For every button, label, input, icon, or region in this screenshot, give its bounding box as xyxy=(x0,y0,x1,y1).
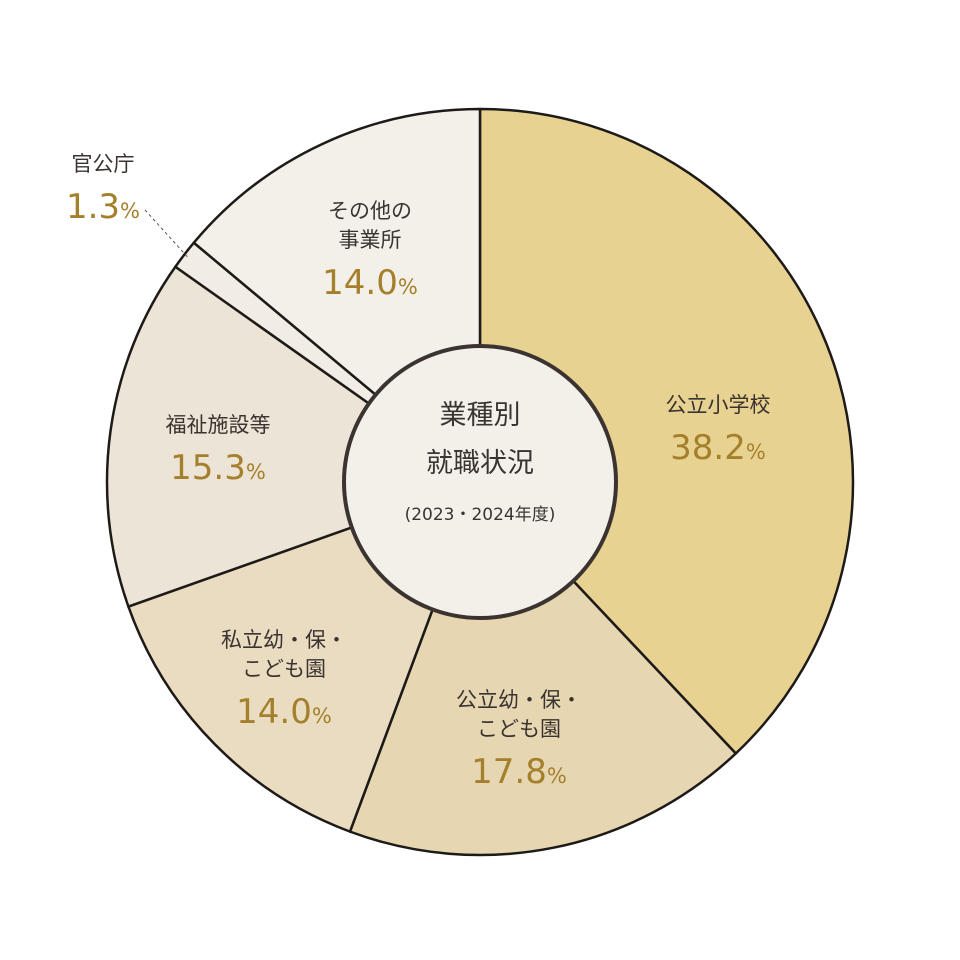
slice-label-line: その他の xyxy=(328,199,412,223)
slice-label-line: 事業所 xyxy=(339,228,402,252)
center-title-line2: 就職状況 xyxy=(426,448,534,479)
slice-value: 1.3% xyxy=(66,187,140,227)
center-circle xyxy=(342,344,618,620)
slice-welfare xyxy=(105,265,482,608)
slice-value: 15.3% xyxy=(170,448,266,488)
leader-line-government xyxy=(144,209,188,258)
slice-label-line: 公立小学校 xyxy=(666,393,771,417)
slice-label-public-elementary: 公立小学校 38.2% xyxy=(666,393,771,468)
slice-value: 14.0% xyxy=(322,263,418,303)
slice-label-private-kinder: 私立幼・保・こども園 14.0% xyxy=(221,628,347,732)
slice-label-public-kinder: 公立幼・保・こども園 17.8% xyxy=(456,688,582,792)
slice-label-line: こども園 xyxy=(242,657,326,681)
slice-label-line: 公立幼・保・ xyxy=(456,688,582,712)
slice-public-elementary xyxy=(478,107,855,755)
center-subtitle: (2023・2024年度) xyxy=(405,505,556,525)
slice-label-line: 福祉施設等 xyxy=(166,413,271,437)
slice-value: 14.0% xyxy=(236,692,332,732)
slice-value: 38.2% xyxy=(670,428,766,468)
slice-label-welfare: 福祉施設等 15.3% xyxy=(166,413,271,488)
slice-label-line: 官公庁 xyxy=(72,152,135,176)
center-hole: 業種別 就職状況 (2023・2024年度) xyxy=(342,344,618,620)
slice-label-line: こども園 xyxy=(477,717,561,741)
labels-layer: 公立小学校38.2%公立幼・保・こども園17.8%私立幼・保・こども園14.0%… xyxy=(66,152,771,792)
center-title-line1: 業種別 xyxy=(440,400,521,431)
slice-label-government: 官公庁 1.3% xyxy=(66,152,140,227)
slice-label-line: 私立幼・保・ xyxy=(221,628,347,652)
slice-value: 17.8% xyxy=(471,752,567,792)
leader-layer xyxy=(144,209,188,258)
